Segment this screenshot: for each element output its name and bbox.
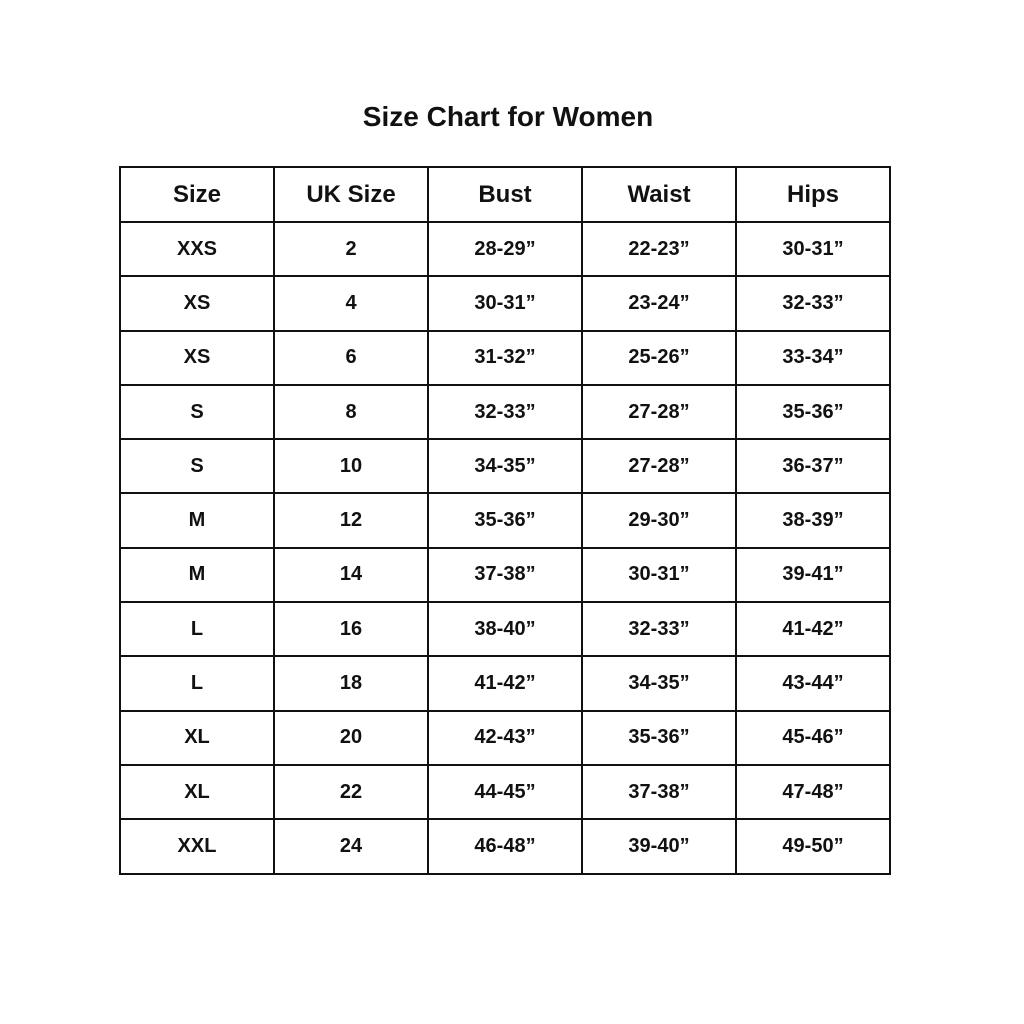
table-cell: 28-29” bbox=[427, 220, 583, 278]
table-cell: 32-33” bbox=[581, 601, 737, 658]
table-cell: 22 bbox=[273, 763, 429, 821]
table-cell: 4 bbox=[273, 275, 429, 332]
page-title: Size Chart for Women bbox=[362, 101, 654, 132]
column-header: UK Size bbox=[273, 166, 429, 223]
table-row: XS 6 31-32” 25-26” 33-34” bbox=[119, 329, 891, 386]
table-cell: 35-36” bbox=[581, 709, 737, 766]
table-cell: 27-28” bbox=[581, 383, 737, 441]
table-cell: 27-28” bbox=[581, 438, 737, 495]
table-cell: 35-36” bbox=[427, 492, 583, 549]
column-header: Bust bbox=[427, 166, 583, 223]
table-cell: XL bbox=[119, 709, 275, 766]
table-cell: 30-31” bbox=[735, 220, 891, 278]
table-row: M 12 35-36” 29-30” 38-39” bbox=[119, 492, 891, 549]
table-cell: 20 bbox=[273, 709, 429, 766]
table-cell: XXL bbox=[119, 818, 275, 875]
table-cell: 46-48” bbox=[427, 818, 583, 875]
table-cell: 2 bbox=[273, 220, 429, 278]
table-cell: XXS bbox=[119, 220, 275, 278]
table-cell: 24 bbox=[273, 818, 429, 875]
table-row: XL 20 42-43” 35-36” 45-46” bbox=[119, 709, 891, 766]
table-row: L 18 41-42” 34-35” 43-44” bbox=[119, 655, 891, 712]
table-cell: S bbox=[119, 383, 275, 441]
size-chart-table: Size UK Size Bust Waist Hips XXS 2 28-29” 22-23… bbox=[119, 166, 891, 875]
table-cell: XS bbox=[119, 329, 275, 386]
table-cell: 6 bbox=[273, 329, 429, 386]
table-cell: 16 bbox=[273, 601, 429, 658]
table-cell: L bbox=[119, 601, 275, 658]
table-cell: 41-42” bbox=[735, 601, 891, 658]
table-cell: 39-40” bbox=[581, 818, 737, 875]
table-row: L 16 38-40” 32-33” 41-42” bbox=[119, 601, 891, 658]
table-cell: 10 bbox=[273, 438, 429, 495]
table-cell: 43-44” bbox=[735, 655, 891, 712]
table-cell: 35-36” bbox=[735, 383, 891, 441]
table-cell: S bbox=[119, 438, 275, 495]
table-cell: 38-39” bbox=[735, 492, 891, 549]
table-row: S 10 34-35” 27-28” 36-37” bbox=[119, 438, 891, 495]
table-row: S 8 32-33” 27-28” 35-36” bbox=[119, 383, 891, 441]
table-cell: 39-41” bbox=[735, 546, 891, 604]
table-cell: 49-50” bbox=[735, 818, 891, 875]
table-row: XS 4 30-31” 23-24” 32-33” bbox=[119, 275, 891, 332]
table-cell: 30-31” bbox=[581, 546, 737, 604]
table-cell: XL bbox=[119, 763, 275, 821]
table-cell: 30-31” bbox=[427, 275, 583, 332]
table-cell: 32-33” bbox=[427, 383, 583, 441]
table-cell: 12 bbox=[273, 492, 429, 549]
table-cell: L bbox=[119, 655, 275, 712]
table-cell: 36-37” bbox=[735, 438, 891, 495]
table-row: XL 22 44-45” 37-38” 47-48” bbox=[119, 763, 891, 821]
table-row: XXS 2 28-29” 22-23” 30-31” bbox=[119, 220, 891, 278]
table-cell: M bbox=[119, 492, 275, 549]
column-header: Waist bbox=[581, 166, 737, 223]
table-cell: M bbox=[119, 546, 275, 604]
table-cell: 33-34” bbox=[735, 329, 891, 386]
column-header: Hips bbox=[735, 166, 891, 223]
table-cell: 34-35” bbox=[427, 438, 583, 495]
table-cell: 38-40” bbox=[427, 601, 583, 658]
column-header: Size bbox=[119, 166, 275, 223]
table-cell: 29-30” bbox=[581, 492, 737, 549]
table-cell: 41-42” bbox=[427, 655, 583, 712]
table-cell: 8 bbox=[273, 383, 429, 441]
table-cell: 22-23” bbox=[581, 220, 737, 278]
table-cell: 25-26” bbox=[581, 329, 737, 386]
table-cell: 14 bbox=[273, 546, 429, 604]
header-row: Size UK Size Bust Waist Hips bbox=[119, 166, 891, 223]
table-cell: 37-38” bbox=[581, 763, 737, 821]
table-cell: 42-43” bbox=[427, 709, 583, 766]
table-cell: XS bbox=[119, 275, 275, 332]
table-cell: 45-46” bbox=[735, 709, 891, 766]
table-cell: 44-45” bbox=[427, 763, 583, 821]
table-cell: 47-48” bbox=[735, 763, 891, 821]
table-cell: 37-38” bbox=[427, 546, 583, 604]
table-cell: 32-33” bbox=[735, 275, 891, 332]
table-row: M 14 37-38” 30-31” 39-41” bbox=[119, 546, 891, 604]
table-cell: 18 bbox=[273, 655, 429, 712]
table-cell: 31-32” bbox=[427, 329, 583, 386]
table-cell: 23-24” bbox=[581, 275, 737, 332]
table-row: XXL 24 46-48” 39-40” 49-50” bbox=[119, 818, 891, 875]
table-cell: 34-35” bbox=[581, 655, 737, 712]
